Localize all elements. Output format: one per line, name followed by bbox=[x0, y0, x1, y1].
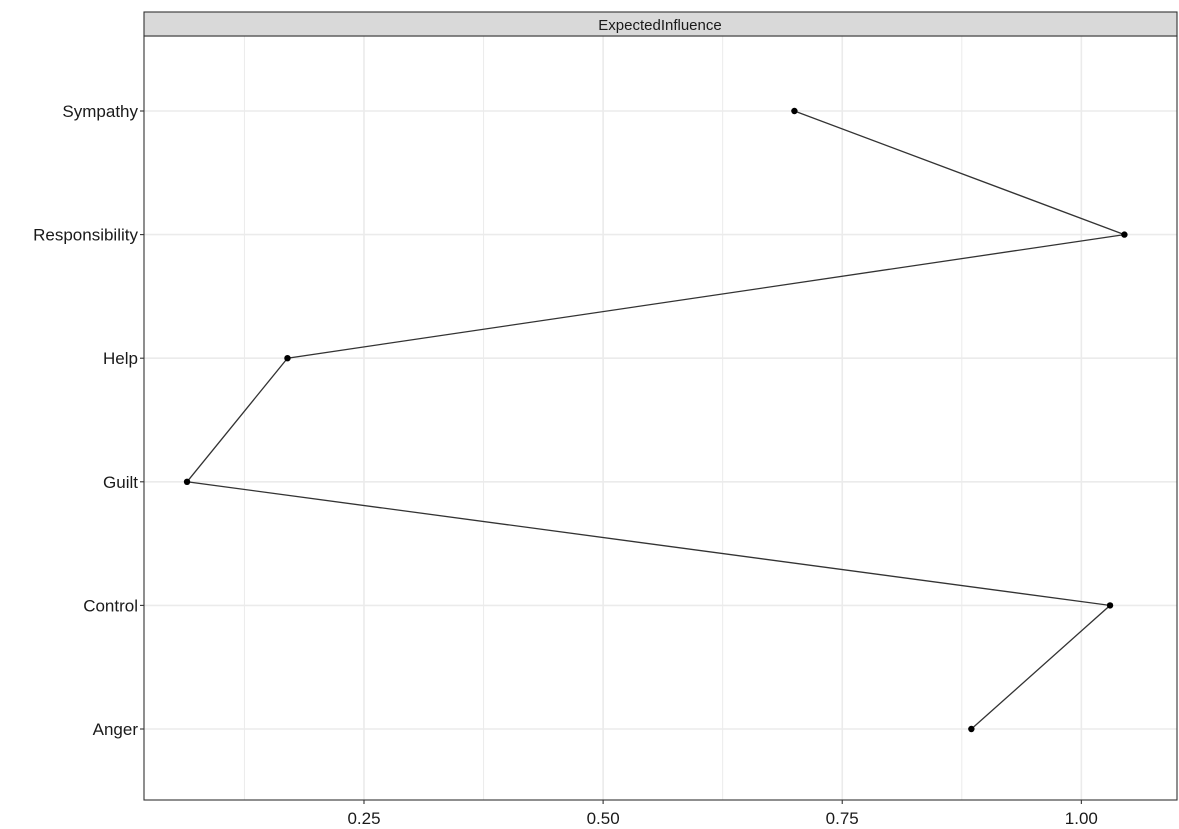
y-tick-label: Help bbox=[103, 349, 138, 368]
y-tick-label: Responsibility bbox=[33, 226, 138, 245]
data-point bbox=[284, 355, 291, 362]
series-expected-influence bbox=[183, 107, 1128, 733]
data-point bbox=[791, 107, 798, 115]
y-tick-label: Control bbox=[83, 596, 138, 615]
x-axis: 0.25 0.50 0.75 1.00 bbox=[347, 800, 1098, 828]
y-tick-label: Anger bbox=[93, 720, 139, 739]
facet-title: ExpectedInfluence bbox=[598, 17, 721, 34]
series-line bbox=[185, 110, 1125, 730]
data-point bbox=[1121, 231, 1128, 238]
x-tick-label: 1.00 bbox=[1065, 809, 1098, 828]
data-point bbox=[1106, 602, 1114, 609]
x-tick-label: 0.25 bbox=[347, 809, 380, 828]
facet-strip-background bbox=[143, 11, 1178, 37]
panel-border bbox=[143, 35, 1178, 801]
y-tick-label: Sympathy bbox=[62, 102, 138, 121]
x-tick-label: 0.75 bbox=[826, 809, 859, 828]
data-point bbox=[183, 478, 191, 485]
y-axis: Sympathy Responsibility Help Guilt Control An… bbox=[33, 102, 144, 739]
y-tick-label: Guilt bbox=[103, 473, 138, 492]
data-point bbox=[968, 725, 975, 733]
facet-strip: ExpectedInfluence bbox=[143, 11, 1178, 37]
x-tick-label: 0.50 bbox=[587, 809, 620, 828]
grid-lines bbox=[144, 36, 1177, 800]
